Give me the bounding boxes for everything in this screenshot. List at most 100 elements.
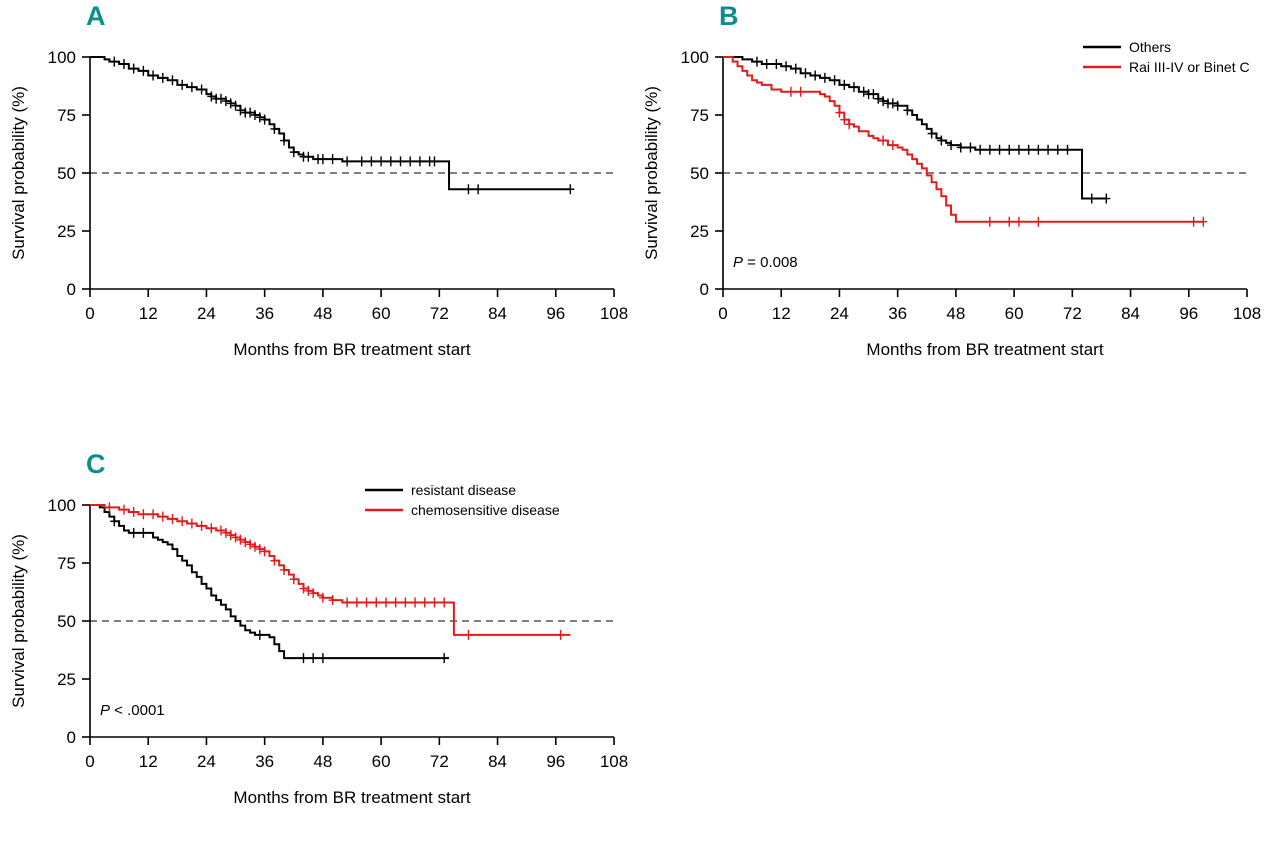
y-tick-label: 25 — [690, 222, 709, 241]
censor-mark — [956, 142, 965, 153]
censor-mark — [250, 541, 259, 552]
censor-mark — [464, 629, 473, 640]
censor-mark — [415, 156, 424, 167]
censor-mark — [411, 597, 420, 608]
x-tick-label: 72 — [430, 752, 449, 771]
legend-label: chemosensitive disease — [411, 502, 560, 518]
censor-mark — [830, 75, 839, 86]
survival-curve — [90, 504, 450, 660]
censor-mark — [859, 86, 868, 97]
censor-mark — [280, 135, 289, 146]
censor-mark — [391, 597, 400, 608]
censor-mark — [1189, 216, 1198, 227]
censor-mark — [226, 530, 235, 541]
censor-mark — [474, 184, 483, 195]
censor-mark — [197, 520, 206, 531]
censor-mark — [129, 63, 138, 74]
censor-mark — [187, 82, 196, 93]
x-tick-label: 96 — [546, 304, 565, 323]
censor-mark — [947, 140, 956, 151]
legend: Others Rai III-IV or Binet C — [1083, 39, 1250, 75]
censor-mark — [464, 184, 473, 195]
x-tick-label: 60 — [1005, 304, 1024, 323]
censor-mark — [1102, 193, 1111, 204]
y-tick-label: 75 — [57, 106, 76, 125]
censor-mark — [129, 506, 138, 517]
axes — [715, 56, 1248, 297]
y-tick-label: 50 — [57, 612, 76, 631]
censor-mark — [386, 156, 395, 167]
censor-mark — [343, 156, 352, 167]
censor-mark — [840, 114, 849, 125]
censor-mark — [850, 82, 858, 93]
censor-mark — [985, 216, 994, 227]
censor-mark — [796, 86, 805, 97]
censor-mark — [318, 653, 327, 664]
x-tick-label: 24 — [197, 752, 216, 771]
censor-mark — [440, 597, 449, 608]
x-axis-label: Months from BR treatment start — [866, 340, 1103, 359]
y-tick-label: 25 — [57, 670, 76, 689]
censor-mark — [119, 504, 128, 515]
censor-mark — [178, 516, 187, 527]
censor-mark — [352, 597, 361, 608]
censor-mark — [440, 653, 449, 664]
censor-mark — [129, 527, 138, 538]
censor-mark — [782, 61, 791, 72]
censor-mark — [1014, 216, 1023, 227]
x-tick-label: 96 — [546, 752, 565, 771]
censor-mark — [231, 532, 240, 543]
survival-curve — [723, 56, 1204, 223]
censor-mark — [377, 156, 386, 167]
y-tick-label: 75 — [690, 106, 709, 125]
p-value-label: P = 0.008 — [733, 254, 798, 271]
censor-mark — [299, 583, 308, 594]
x-tick-label: 0 — [85, 752, 94, 771]
censor-mark — [801, 68, 810, 79]
series-curve-0 — [90, 56, 575, 195]
censor-mark — [396, 156, 405, 167]
censor-mark — [270, 123, 279, 134]
x-tick-label: 12 — [139, 304, 158, 323]
y-tick-label: 75 — [57, 554, 76, 573]
tick-labels: 0 12 24 36 48 60 72 84 96 108 0 25 50 75 100 — [48, 496, 629, 771]
y-tick-label: 0 — [67, 728, 76, 747]
censor-mark — [372, 597, 381, 608]
y-axis-label: Survival probability (%) — [9, 534, 28, 708]
censor-mark — [168, 75, 177, 86]
survival-curve — [90, 56, 571, 191]
x-tick-label: 108 — [600, 752, 628, 771]
x-tick-label: 0 — [85, 304, 94, 323]
legend: resistant disease chemosensitive disease — [365, 482, 560, 518]
x-tick-label: 36 — [255, 304, 274, 323]
censor-mark — [221, 96, 230, 107]
censor-mark — [255, 112, 264, 123]
x-tick-label: 48 — [313, 752, 332, 771]
censor-mark — [280, 564, 289, 575]
censor-mark — [217, 93, 225, 104]
censor-mark — [772, 58, 781, 69]
censor-mark — [255, 629, 264, 640]
censor-mark — [304, 585, 313, 596]
censor-mark — [318, 154, 327, 165]
x-tick-label: 24 — [197, 304, 216, 323]
x-tick-label: 96 — [1179, 304, 1198, 323]
x-tick-label: 12 — [139, 752, 158, 771]
y-tick-label: 50 — [690, 164, 709, 183]
x-tick-label: 36 — [888, 304, 907, 323]
censor-mark — [1005, 216, 1014, 227]
legend-label: resistant disease — [411, 482, 516, 498]
censor-mark — [221, 527, 230, 538]
censor-mark — [110, 56, 119, 67]
panel-label-c: C — [86, 449, 106, 479]
censor-mark — [231, 100, 240, 111]
censor-mark — [1034, 216, 1043, 227]
survival-chart-overall: 0 12 24 36 48 60 72 84 96 108 0 25 50 75 100 Months fro… — [9, 48, 628, 359]
censor-mark — [995, 144, 1004, 155]
censor-mark — [791, 63, 800, 74]
panel-label-a: A — [86, 1, 106, 31]
censor-mark — [270, 555, 279, 566]
x-tick-label: 84 — [488, 752, 507, 771]
y-tick-label: 0 — [700, 280, 709, 299]
censor-mark — [343, 597, 352, 608]
